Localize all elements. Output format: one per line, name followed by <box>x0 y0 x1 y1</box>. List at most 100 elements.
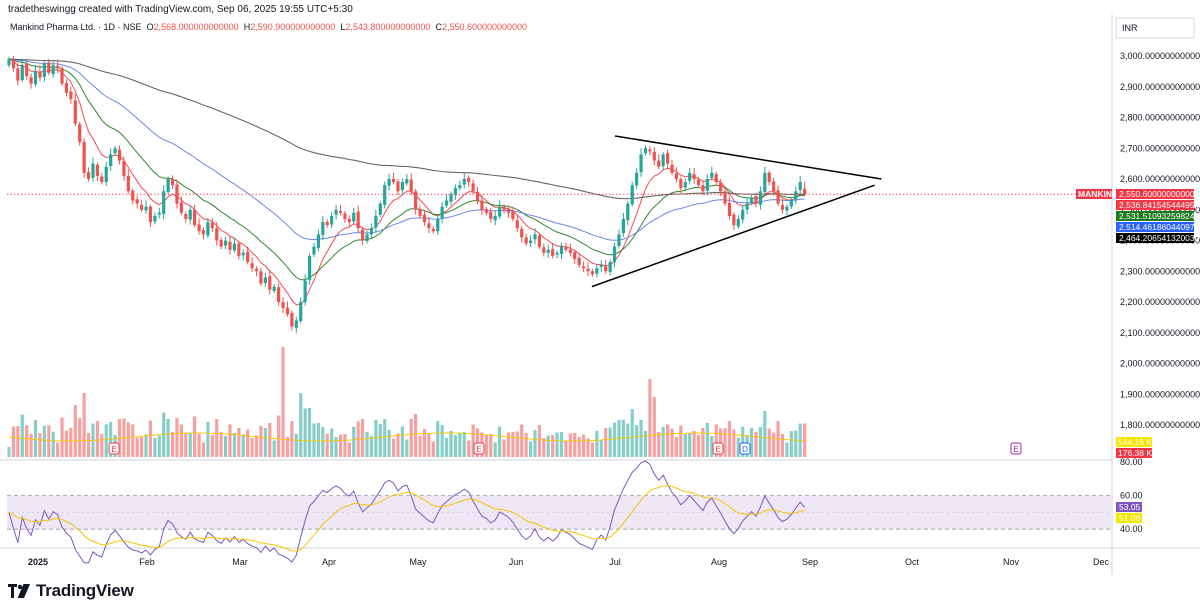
candle-body[interactable] <box>365 234 369 242</box>
candle-body[interactable] <box>414 191 418 210</box>
candle-body[interactable] <box>316 234 320 248</box>
candle-body[interactable] <box>369 228 374 235</box>
candle-body[interactable] <box>16 68 20 81</box>
candle-body[interactable] <box>573 252 577 259</box>
candle-body[interactable] <box>42 63 46 77</box>
candle-body[interactable] <box>144 206 148 211</box>
candle-body[interactable] <box>462 179 466 185</box>
candle-body[interactable] <box>33 71 38 85</box>
candle-body[interactable] <box>378 203 382 215</box>
candle-body[interactable] <box>648 149 652 152</box>
candle-body[interactable] <box>568 249 572 253</box>
candle-body[interactable] <box>511 211 515 219</box>
candle-body[interactable] <box>493 215 497 221</box>
candle-body[interactable] <box>776 190 780 204</box>
candle-body[interactable] <box>471 183 475 192</box>
candle-body[interactable] <box>47 62 51 73</box>
candle-body[interactable] <box>223 240 228 246</box>
candle-body[interactable] <box>383 185 387 205</box>
candle-body[interactable] <box>109 154 113 167</box>
candle-body[interactable] <box>772 181 776 192</box>
event-marker[interactable] <box>473 442 485 455</box>
candle-body[interactable] <box>166 179 170 192</box>
candle-body[interactable] <box>528 240 533 243</box>
candle-body[interactable] <box>617 234 621 247</box>
candle-body[interactable] <box>162 191 166 215</box>
candle-body[interactable] <box>701 185 705 192</box>
candle-body[interactable] <box>710 172 714 178</box>
candle-body[interactable] <box>175 184 179 204</box>
candle-body[interactable] <box>515 220 519 229</box>
candle-body[interactable] <box>153 215 157 222</box>
candle-body[interactable] <box>215 228 219 241</box>
candle-body[interactable] <box>630 185 634 205</box>
candle-body[interactable] <box>338 210 343 213</box>
candle-body[interactable] <box>25 63 29 76</box>
candle-body[interactable] <box>789 200 793 207</box>
candle-body[interactable] <box>745 203 749 210</box>
candle-body[interactable] <box>582 266 586 269</box>
candle-body[interactable] <box>82 142 86 173</box>
candle-body[interactable] <box>652 151 656 161</box>
candle-body[interactable] <box>241 252 245 256</box>
candle-body[interactable] <box>612 246 617 263</box>
candle-body[interactable] <box>299 302 303 322</box>
candle-body[interactable] <box>639 154 643 173</box>
candle-body[interactable] <box>803 188 807 195</box>
candle-body[interactable] <box>321 222 325 235</box>
candle-body[interactable] <box>595 268 599 274</box>
candle-body[interactable] <box>670 164 674 173</box>
candle-body[interactable] <box>696 179 701 186</box>
candle-body[interactable] <box>665 153 670 164</box>
candle-body[interactable] <box>259 271 263 284</box>
candle-body[interactable] <box>170 179 175 186</box>
candle-body[interactable] <box>458 185 462 189</box>
candle-body[interactable] <box>780 204 785 210</box>
candle-body[interactable] <box>736 218 740 227</box>
candle-body[interactable] <box>11 59 16 69</box>
candle-body[interactable] <box>484 209 488 213</box>
candle-body[interactable] <box>188 209 192 220</box>
candle-body[interactable] <box>197 224 201 232</box>
candle-body[interactable] <box>732 214 736 226</box>
candle-body[interactable] <box>643 148 648 154</box>
candle-body[interactable] <box>520 228 524 238</box>
candle-body[interactable] <box>29 77 33 84</box>
candle-body[interactable] <box>480 200 484 210</box>
candle-body[interactable] <box>352 212 356 222</box>
candle-body[interactable] <box>692 174 696 179</box>
candle-body[interactable] <box>20 65 24 80</box>
candle-body[interactable] <box>312 246 316 255</box>
candle-body[interactable] <box>60 68 64 84</box>
candle-body[interactable] <box>277 287 281 302</box>
candle-body[interactable] <box>206 222 210 236</box>
candle-body[interactable] <box>608 262 612 272</box>
candle-body[interactable] <box>723 191 727 204</box>
candle-body[interactable] <box>524 237 528 244</box>
candle-body[interactable] <box>418 209 422 216</box>
candle-body[interactable] <box>140 204 144 210</box>
candle-body[interactable] <box>91 163 95 178</box>
candle-body[interactable] <box>179 202 183 213</box>
candle-body[interactable] <box>201 230 206 235</box>
candle-body[interactable] <box>754 196 758 204</box>
candle-body[interactable] <box>294 320 298 328</box>
candle-body[interactable] <box>51 65 55 75</box>
candle-body[interactable] <box>564 247 568 250</box>
candle-body[interactable] <box>263 277 267 283</box>
candle-body[interactable] <box>281 302 285 309</box>
candle-body[interactable] <box>307 255 312 280</box>
candle-body[interactable] <box>763 172 767 192</box>
candle-body[interactable] <box>268 276 272 290</box>
candle-body[interactable] <box>272 286 276 291</box>
candle-body[interactable] <box>679 179 683 189</box>
candle-body[interactable] <box>436 218 440 232</box>
currency-box[interactable] <box>1115 17 1195 39</box>
candle-body[interactable] <box>210 222 214 229</box>
candle-body[interactable] <box>391 179 396 183</box>
candle-body[interactable] <box>489 211 493 219</box>
candle-body[interactable] <box>551 249 555 256</box>
candle-body[interactable] <box>126 175 130 192</box>
candle-body[interactable] <box>719 182 723 192</box>
